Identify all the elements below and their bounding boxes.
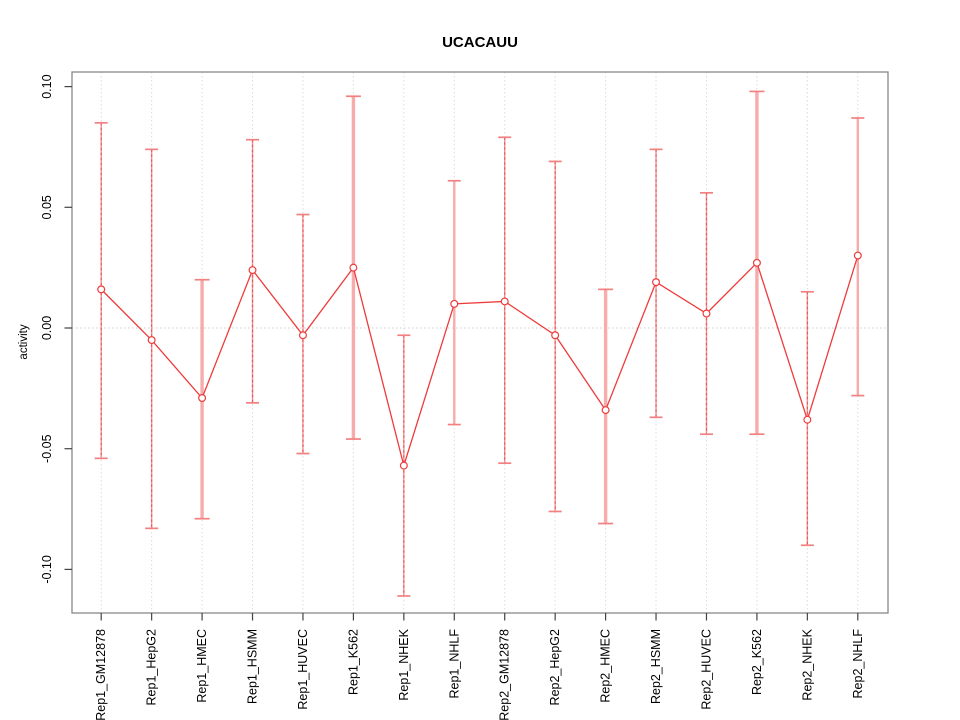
plot-border	[71, 71, 889, 614]
x-tick-label: Rep1_HMEC	[195, 629, 209, 703]
data-point-marker	[198, 394, 207, 403]
x-tick-label: Rep1_GM12878	[94, 629, 108, 720]
data-point-marker	[500, 297, 509, 306]
y-tick-label: -0.10	[40, 555, 54, 584]
chart-title: UCACAUU	[442, 34, 518, 51]
data-point-marker	[248, 266, 257, 275]
x-tick-label: Rep1_HSMM	[246, 629, 260, 704]
x-tick-label: Rep1_NHLF	[447, 629, 461, 699]
x-tick-label: Rep1_K562	[346, 629, 360, 695]
data-point-marker	[147, 336, 156, 345]
x-tick-label: Rep2_HepG2	[548, 629, 562, 705]
y-axis-label: activity	[18, 324, 30, 359]
plot-area: -0.10 -0.05 0.00 0.05 0.10 Rep1_GM12878 Rep1_H…	[40, 71, 889, 720]
x-tick-label: Rep2_GM12878	[498, 629, 512, 720]
x-tick-label: Rep2_K562	[750, 629, 764, 695]
data-point-marker	[853, 251, 862, 260]
data-point-marker	[450, 299, 459, 308]
data-point-marker	[652, 278, 661, 287]
series-line	[100, 255, 859, 468]
data-point-marker	[349, 263, 358, 272]
data-point-marker	[298, 331, 307, 340]
x-tick-label: Rep2_NHLF	[851, 629, 865, 699]
x-tick-label: Rep2_NHEK	[800, 628, 814, 700]
data-point-marker	[551, 331, 560, 340]
x-tick-label: Rep2_HMEC	[599, 629, 613, 703]
y-tick-label: -0.05	[40, 434, 54, 463]
x-tick-label: Rep2_HSMM	[649, 629, 663, 704]
data-point-marker	[752, 258, 761, 267]
data-point-marker	[399, 461, 408, 470]
x-tick-label: Rep1_HepG2	[145, 629, 159, 705]
y-tick-label: 0.10	[40, 74, 54, 98]
data-point-marker	[601, 406, 610, 415]
x-tick-label: Rep2_HUVEC	[699, 629, 713, 710]
x-tick-label: Rep1_HUVEC	[296, 629, 310, 710]
x-tick-label: Rep1_NHEK	[397, 628, 411, 700]
data-point-marker	[803, 415, 812, 424]
y-tick-label: 0.00	[40, 316, 54, 340]
data-point-marker	[702, 309, 711, 318]
data-point-marker	[97, 285, 106, 294]
y-tick-label: 0.05	[40, 195, 54, 219]
